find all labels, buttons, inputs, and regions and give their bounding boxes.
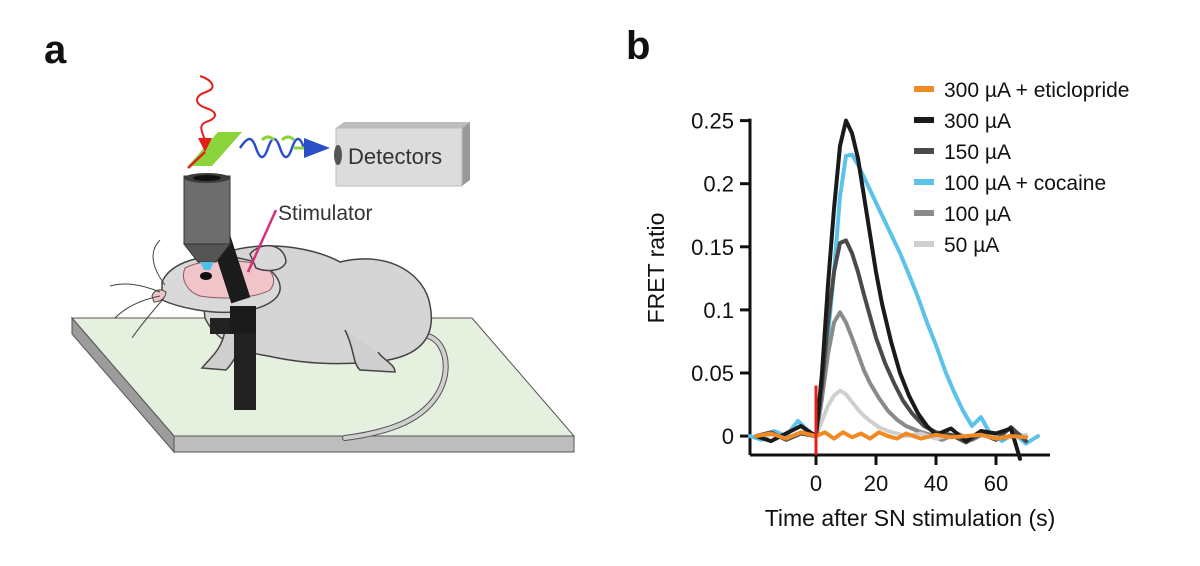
x-tick-label: 0 xyxy=(810,471,822,496)
legend-label: 300 µA xyxy=(944,110,1011,133)
series-line-4 xyxy=(754,310,1028,442)
y-tick-label: 0.15 xyxy=(691,235,734,260)
legend-label: 100 µA xyxy=(944,203,1011,226)
setup-illustration: Detectors Stimulator xyxy=(70,75,576,454)
excitation-arrow xyxy=(198,138,212,152)
y-tick-label: 0.2 xyxy=(703,172,734,197)
y-tick-label: 0.05 xyxy=(691,361,734,386)
detectors-box xyxy=(334,122,470,187)
y-axis-title: FRET ratio xyxy=(643,213,669,324)
x-axis-title: Time after SN stimulation (s) xyxy=(765,505,1056,531)
legend-label: 150 µA xyxy=(944,141,1011,164)
y-tick-label: 0.1 xyxy=(703,298,734,323)
legend-label: 300 µA + eticlopride xyxy=(944,79,1129,102)
platform xyxy=(70,316,576,454)
microscope-objective xyxy=(182,173,232,270)
head-holder-post xyxy=(210,306,256,410)
y-tick-label: 0.25 xyxy=(691,109,734,134)
chart-series xyxy=(748,118,1040,461)
x-tick-label: 60 xyxy=(984,471,1008,496)
series-line-1 xyxy=(754,118,1022,461)
legend-label: 100 µA + cocaine xyxy=(944,172,1106,195)
excitation-light-wave xyxy=(196,75,216,141)
emission-arrow xyxy=(304,138,330,158)
x-tick-label: 40 xyxy=(924,471,948,496)
x-tick-label: 20 xyxy=(864,471,888,496)
dichroic-mirror xyxy=(188,132,242,166)
stimulator-label: Stimulator xyxy=(278,202,373,225)
detectors-label: Detectors xyxy=(348,144,442,169)
series-line-5 xyxy=(754,388,1028,441)
chart-legend: 300 µA + eticlopride 300 µA 150 µA 100 µA +… xyxy=(914,79,1129,257)
chart-axes: 0 0.05 0.1 0.15 0.2 0.25 0 20 40 60 xyxy=(691,109,1050,496)
y-tick-label: 0 xyxy=(722,424,734,449)
legend-label: 50 µA xyxy=(944,234,999,257)
series-line-2 xyxy=(754,238,1028,445)
panel-b-letter: b xyxy=(626,24,651,68)
panel-a-letter: a xyxy=(44,28,67,72)
series-line-0 xyxy=(754,430,1028,441)
series-line-3 xyxy=(748,152,1040,446)
